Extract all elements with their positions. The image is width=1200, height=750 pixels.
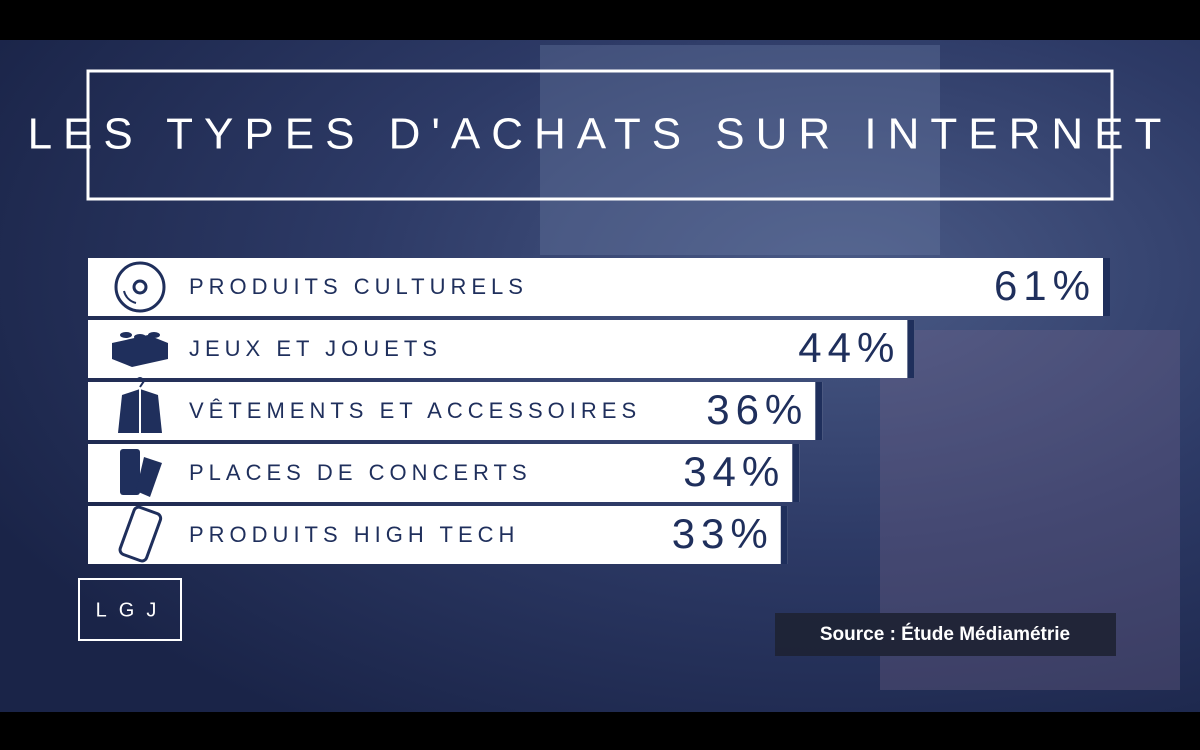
bar-edge xyxy=(815,382,823,440)
value-label: 61% xyxy=(994,262,1096,309)
bar xyxy=(88,258,1110,316)
logo-box xyxy=(78,578,182,641)
icon xyxy=(123,290,137,304)
bar-row: PRODUITS HIGH TECH 33% xyxy=(88,505,788,564)
category-label: PRODUITS HIGH TECH xyxy=(189,522,519,547)
icon xyxy=(132,279,148,295)
bar-row: PRODUITS CULTURELS 61% xyxy=(88,258,1110,316)
source: Source : Étude Médiamétrie xyxy=(820,623,1070,645)
source-box xyxy=(775,613,1116,656)
logo: LGJ xyxy=(96,599,169,621)
bar-row: JEUX ET JOUETS 44% xyxy=(88,320,915,378)
bar-edge xyxy=(1103,258,1110,316)
category-label: PLACES DE CONCERTS xyxy=(189,460,532,485)
icon xyxy=(136,457,162,497)
icon xyxy=(114,261,166,313)
category-label: PRODUITS CULTURELS xyxy=(189,274,528,299)
chart-title: LES TYPES D'ACHATS SUR INTERNET xyxy=(28,110,1173,159)
icon xyxy=(134,334,146,340)
bar xyxy=(88,506,788,564)
bar xyxy=(88,320,915,378)
category-label: VÊTEMENTS ET ACCESSOIRES xyxy=(189,398,641,423)
icon xyxy=(135,377,146,388)
background-shape xyxy=(540,45,940,255)
bar-row: PLACES DE CONCERTS 34% xyxy=(88,444,800,502)
icon xyxy=(148,332,160,338)
value-label: 36% xyxy=(706,386,808,433)
icon xyxy=(118,505,163,563)
value-label: 33% xyxy=(672,510,774,557)
bar xyxy=(88,382,823,440)
bar xyxy=(88,444,800,502)
icon xyxy=(120,449,140,495)
value-label: 34% xyxy=(683,448,785,495)
value-label: 44% xyxy=(798,324,900,371)
bar-edge xyxy=(792,444,800,502)
bar-edge xyxy=(907,320,915,378)
category-label: JEUX ET JOUETS xyxy=(189,336,442,361)
bar-edge xyxy=(780,506,788,564)
icon xyxy=(112,335,168,367)
bar-row: VÊTEMENTS ET ACCESSOIRES 36% xyxy=(88,377,823,440)
title-box xyxy=(86,69,1114,201)
icon xyxy=(120,332,132,338)
